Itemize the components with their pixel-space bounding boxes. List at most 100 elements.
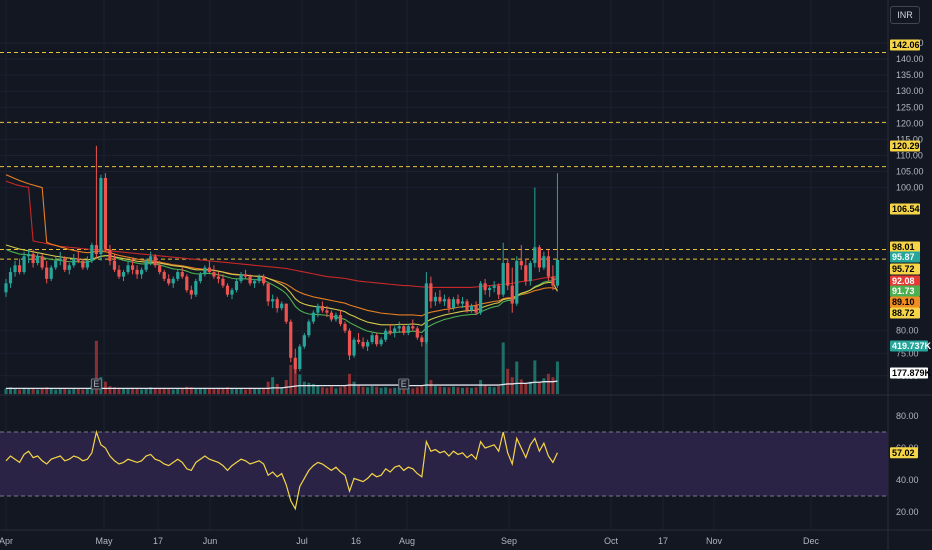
time-tick-label: Jul	[296, 536, 308, 546]
candle-body	[266, 283, 270, 302]
time-tick-label: May	[95, 536, 113, 546]
price-tick-label: 100.00	[896, 183, 924, 193]
candle-body	[411, 326, 415, 329]
volume-bar	[334, 388, 338, 394]
volume-bar	[230, 388, 234, 394]
volume-bar	[515, 361, 519, 394]
candle-body	[465, 301, 469, 311]
price-tag-label: 142.06	[892, 40, 920, 50]
candle-body	[415, 328, 419, 338]
volume-bar	[117, 388, 121, 394]
candle-body	[460, 301, 465, 304]
volume-bar	[492, 387, 496, 394]
candle-body	[17, 265, 22, 273]
volume-bar	[153, 388, 157, 394]
candle-body	[203, 267, 207, 275]
candle-body	[108, 249, 112, 261]
volume-bar	[162, 387, 166, 394]
candle-body	[103, 177, 108, 250]
volume-bar	[149, 387, 153, 394]
volume-bar	[225, 387, 229, 394]
candle-body	[162, 272, 166, 279]
candle-body	[483, 283, 487, 291]
candle-body	[140, 269, 144, 275]
candle-body	[420, 337, 424, 342]
volume-bar	[94, 340, 98, 394]
candle-body	[176, 272, 180, 279]
price-tag	[890, 39, 920, 51]
candle-body	[492, 285, 496, 288]
price-tick-label: 80.00	[896, 326, 919, 336]
candle-body	[510, 285, 514, 304]
volume-bar	[85, 388, 89, 394]
volume-bar	[194, 388, 198, 394]
candle-body	[13, 265, 17, 273]
candle-body	[90, 245, 94, 261]
volume-bar	[461, 387, 465, 394]
volume-bar	[501, 342, 505, 394]
volume-bar	[497, 386, 501, 394]
volume-bar	[289, 364, 293, 394]
volume-bar	[420, 386, 424, 394]
volume-bar	[393, 387, 397, 394]
candle-body	[406, 326, 410, 333]
volume-bar	[465, 387, 469, 394]
volume-bar	[361, 386, 365, 394]
volume-bar	[406, 387, 410, 394]
volume-bar	[36, 389, 40, 394]
earnings-marker	[90, 378, 102, 390]
volume-bar	[456, 387, 460, 394]
candle-body	[99, 177, 103, 255]
candle-body	[366, 341, 370, 347]
volume-bar	[76, 388, 80, 394]
candle-body	[63, 258, 67, 270]
currency-button[interactable]: INR	[890, 6, 920, 24]
candle-body	[81, 260, 85, 268]
earnings-marker	[398, 378, 410, 390]
candle-body	[117, 269, 121, 277]
volume-bar	[524, 383, 528, 394]
volume-bar	[411, 388, 415, 394]
volume-bar	[18, 389, 22, 394]
candle-body	[149, 256, 153, 261]
volume-bar	[90, 386, 94, 394]
candle-body	[185, 276, 189, 291]
candle-body	[94, 245, 98, 255]
candle-body	[469, 305, 474, 311]
price-tag-label: 95.72	[892, 264, 915, 274]
candle-body	[234, 281, 239, 291]
candle-body	[49, 267, 53, 279]
volume-bar	[397, 387, 401, 394]
volume-bar	[320, 387, 324, 394]
candle-body	[361, 341, 365, 347]
volume-bar	[379, 387, 383, 394]
volume-bar	[415, 387, 419, 394]
candle-body	[397, 326, 401, 329]
price-tick-label: 105.00	[896, 167, 924, 177]
price-tag	[890, 285, 920, 297]
volume-bar	[438, 386, 442, 394]
candle-body	[298, 346, 302, 370]
rsi-tick-label: 20.00	[896, 507, 919, 517]
candle-body	[302, 335, 306, 347]
volume-bar	[479, 380, 483, 394]
volume-bar	[357, 385, 361, 394]
volume-bar	[257, 388, 261, 394]
price-tag	[890, 296, 920, 308]
candle-body	[375, 335, 379, 345]
candle-body	[27, 254, 31, 257]
candle-body	[225, 285, 230, 295]
price-tag-label: 95.87	[892, 252, 915, 262]
candle-body	[112, 260, 117, 270]
candle-body	[248, 276, 252, 284]
volume-bar	[216, 387, 220, 394]
volume-bar	[158, 388, 162, 394]
candle-body	[216, 276, 221, 279]
price-tick-label: 75.00	[896, 348, 919, 358]
time-tick-label: 16	[351, 536, 361, 546]
volume-bar	[433, 386, 437, 394]
volume-bar	[375, 386, 379, 394]
candle-body	[198, 274, 202, 282]
candle-body	[479, 283, 483, 313]
